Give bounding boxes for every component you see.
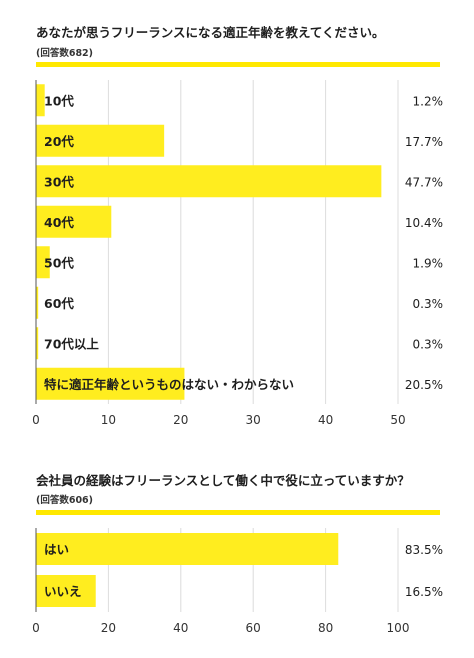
chart1-value-label: 17.7% [405, 135, 443, 149]
chart1-bar [36, 205, 112, 238]
chart1-category-label: 50代 [44, 255, 74, 270]
chart1-category-label: 10代 [44, 93, 74, 108]
chart1-x-tick-label: 30 [246, 413, 261, 427]
chart2-category-label: いいえ [44, 584, 82, 599]
chart2-value-label: 16.5% [405, 585, 443, 599]
chart1-category-label: 40代 [44, 215, 74, 230]
chart1-value-label: 10.4% [405, 216, 443, 230]
chart1-value-label: 0.3% [413, 337, 444, 351]
chart1-category-label: 70代以上 [44, 336, 99, 351]
chart1-category-label: 60代 [44, 296, 74, 311]
chart2-value-label: 83.5% [405, 543, 443, 557]
chart2-accent-rule [36, 510, 440, 515]
chart2-x-tick-label: 40 [173, 621, 188, 635]
chart1-bar [36, 286, 39, 319]
chart1-value-label: 1.2% [413, 94, 444, 108]
chart1-x-tick-label: 10 [101, 413, 116, 427]
chart2-x-tick-label: 60 [246, 621, 261, 635]
chart1-subtitle: (回答数682) [36, 48, 94, 59]
chart1-x-tick-label: 0 [32, 413, 40, 427]
chart2-x-tick-label: 100 [387, 621, 410, 635]
chart1-accent-rule [36, 62, 440, 67]
chart1-bar [36, 84, 45, 117]
chart1-bar [36, 124, 165, 157]
chart1-bar [36, 246, 50, 279]
chart2-x-tick-label: 20 [101, 621, 116, 635]
chart1-category-label: 30代 [44, 174, 74, 189]
chart2-title: 会社員の経験はフリーランスとして働く中で役に立っていますか？ [36, 473, 410, 488]
chart2-subtitle: (回答数606) [36, 495, 94, 506]
chart2-bar [36, 533, 339, 565]
chart1-title: あなたが思うフリーランスになる適正年齢を教えてください。 [36, 25, 385, 40]
chart1-bar [36, 165, 382, 198]
chart1-bar [36, 327, 39, 360]
chart1-category-label: 20代 [44, 134, 74, 149]
chart1-x-tick-label: 20 [173, 413, 188, 427]
chart1-x-tick-label: 50 [390, 413, 405, 427]
chart2-bar [36, 575, 96, 607]
chart1-value-label: 0.3% [413, 297, 444, 311]
chart2-plot: はい 83.5% いいえ 16.5% 0 20 40 60 80 100 [32, 528, 443, 635]
chart1-value-label: 20.5% [405, 378, 443, 392]
chart1-plot: 10代 1.2% 20代 17.7% 30代 47.7% 40代 10.4% 50代 1.9% 60… [32, 80, 444, 427]
chart1-bar [36, 367, 185, 400]
chart2-category-label: はい [44, 542, 69, 557]
chart2-x-tick-label: 0 [32, 621, 40, 635]
chart1-x-tick-label: 40 [318, 413, 333, 427]
chart2-x-tick-label: 80 [318, 621, 333, 635]
chart1-value-label: 47.7% [405, 175, 443, 189]
chart1-category-label: 特に適正年齢というものはない・わからない [44, 377, 294, 392]
chart1-value-label: 1.9% [413, 256, 444, 270]
